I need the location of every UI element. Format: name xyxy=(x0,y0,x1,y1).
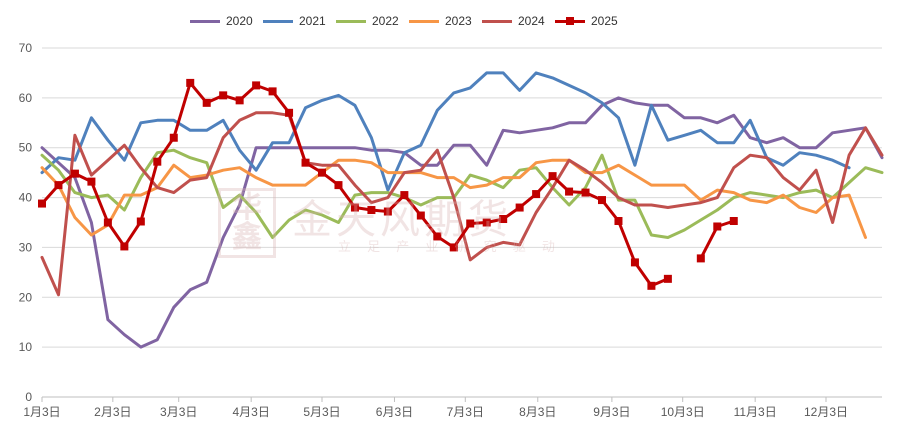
legend-item-2024: 2024 xyxy=(482,10,545,32)
data-point-2025 xyxy=(318,168,326,177)
x-tick-label: 7月3日 xyxy=(447,405,484,419)
series-2020 xyxy=(40,96,884,349)
x-tick-label: 12月3日 xyxy=(804,405,848,419)
watermark-logo: 华鑫 xyxy=(218,188,276,258)
data-point-2025 xyxy=(696,254,705,263)
data-point-2025 xyxy=(285,108,294,117)
data-point-2025 xyxy=(252,81,261,90)
watermark-main-text: 金天风期货 xyxy=(292,197,512,243)
x-tick-label: 10月3日 xyxy=(661,405,705,419)
legend-swatch xyxy=(555,16,585,25)
y-tick-label: 0 xyxy=(25,390,32,404)
watermark-sub-text: 立 足 产 业 研 究 驱 动 xyxy=(338,240,561,255)
y-tick-label: 20 xyxy=(19,290,33,304)
data-point-2025 xyxy=(433,232,442,241)
series-line-2021 xyxy=(40,71,851,192)
data-point-2025 xyxy=(235,96,244,105)
legend-swatch xyxy=(482,19,512,23)
y-tick-label: 10 xyxy=(19,340,33,354)
y-tick-label: 30 xyxy=(19,240,33,254)
data-point-2025 xyxy=(202,98,211,107)
data-point-2025 xyxy=(630,258,639,267)
data-point-2025 xyxy=(598,196,606,205)
legend-swatch xyxy=(190,19,220,23)
data-point-2025 xyxy=(350,203,359,212)
legend-label: 2020 xyxy=(226,14,253,28)
legend-label: 2025 xyxy=(591,14,618,28)
data-point-2025 xyxy=(614,217,623,226)
legend-item-2025: 2025 xyxy=(555,10,618,32)
series-line-2024 xyxy=(40,111,884,297)
legend-swatch xyxy=(263,19,293,23)
data-point-2025 xyxy=(449,243,458,252)
y-tick-label: 40 xyxy=(19,191,33,205)
data-point-2025 xyxy=(38,199,46,208)
y-tick-label: 50 xyxy=(19,141,33,155)
data-point-2025 xyxy=(383,207,392,216)
data-point-2025 xyxy=(103,218,112,227)
data-point-2025 xyxy=(482,218,491,227)
legend-label: 2022 xyxy=(372,14,399,28)
y-tick-label: 60 xyxy=(19,91,33,105)
x-tick-label: 4月3日 xyxy=(232,405,269,419)
legend-swatch xyxy=(336,19,366,23)
x-tick-label: 9月3日 xyxy=(593,405,630,419)
x-tick-label: 1月3日 xyxy=(23,405,60,419)
data-point-2025 xyxy=(466,219,475,228)
data-point-2025 xyxy=(400,191,409,200)
data-point-2025 xyxy=(219,91,228,100)
data-point-2025 xyxy=(54,181,63,190)
legend-item-2020: 2020 xyxy=(190,10,253,32)
series-2024 xyxy=(40,111,884,297)
data-point-2025 xyxy=(136,217,145,226)
series-2025 xyxy=(38,78,738,290)
data-point-2025 xyxy=(120,242,129,251)
data-point-2025 xyxy=(515,203,524,212)
legend-marker xyxy=(566,16,574,25)
data-point-2025 xyxy=(334,181,343,190)
x-tick-label: 2月3日 xyxy=(94,405,131,419)
data-point-2025 xyxy=(87,177,96,186)
data-point-2025 xyxy=(499,215,508,224)
legend-label: 2024 xyxy=(518,14,545,28)
x-tick-label: 11月3日 xyxy=(734,405,777,419)
series-2021 xyxy=(40,71,851,192)
data-point-2025 xyxy=(416,211,425,220)
data-point-2025 xyxy=(729,217,738,226)
data-point-2025 xyxy=(532,190,541,199)
data-point-2025 xyxy=(663,274,672,283)
x-tick-label: 5月3日 xyxy=(303,405,340,419)
legend-swatch xyxy=(409,19,439,23)
legend-label: 2021 xyxy=(299,14,326,28)
data-point-2025 xyxy=(713,222,722,231)
data-point-2025 xyxy=(367,206,376,215)
x-tick-label: 3月3日 xyxy=(160,405,197,419)
legend-label: 2023 xyxy=(445,14,472,28)
data-point-2025 xyxy=(647,281,656,290)
data-point-2025 xyxy=(70,169,79,178)
data-point-2025 xyxy=(565,187,574,196)
data-point-2025 xyxy=(169,133,178,142)
legend-item-2023: 2023 xyxy=(409,10,472,32)
series-2023 xyxy=(40,158,867,239)
data-point-2025 xyxy=(548,172,557,181)
legend-item-2022: 2022 xyxy=(336,10,399,32)
x-tick-label: 8月3日 xyxy=(519,405,556,419)
series-line-2020 xyxy=(40,96,884,349)
chart-legend: 2020 2021 2022 2023 2024 2025 xyxy=(0,10,899,32)
series-line-2023 xyxy=(40,158,867,239)
x-tick-label: 6月3日 xyxy=(376,405,413,419)
data-point-2025 xyxy=(581,188,590,197)
legend-item-2021: 2021 xyxy=(263,10,326,32)
data-point-2025 xyxy=(186,78,195,87)
y-tick-label: 70 xyxy=(19,41,33,55)
data-point-2025 xyxy=(301,158,310,167)
data-point-2025 xyxy=(153,157,162,166)
data-point-2025 xyxy=(268,87,277,96)
